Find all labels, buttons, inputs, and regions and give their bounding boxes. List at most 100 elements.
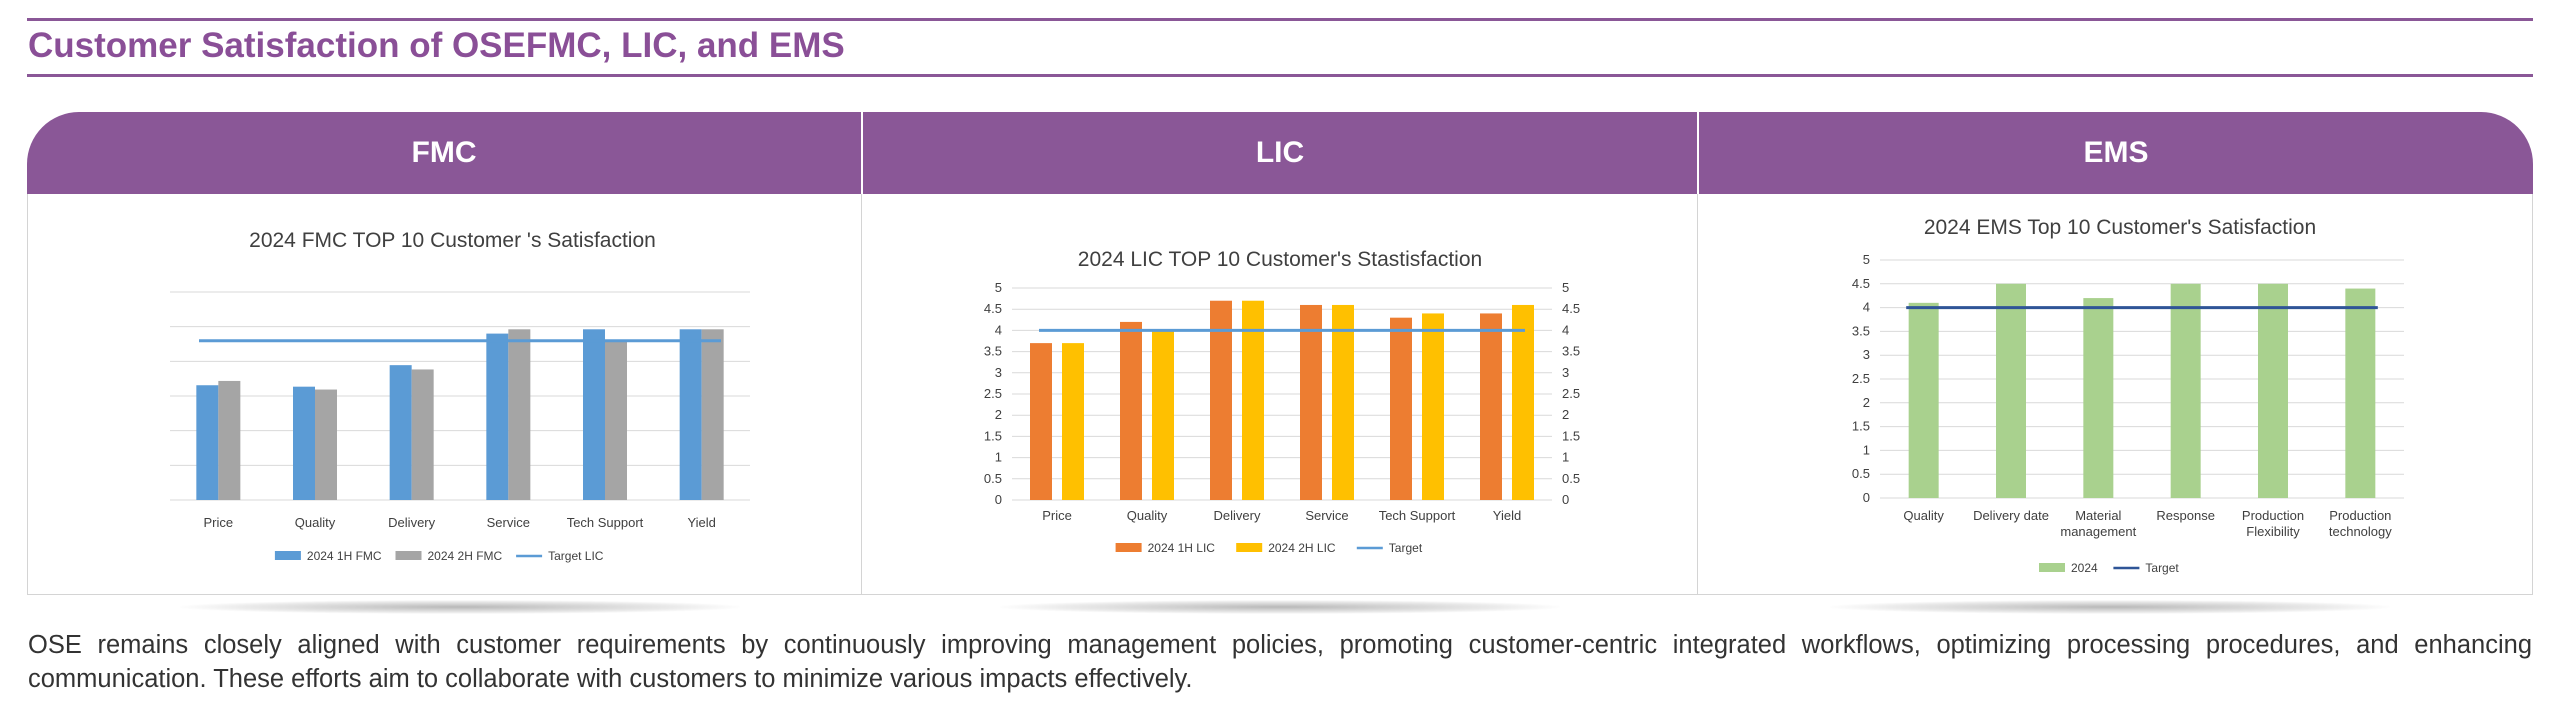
bar — [605, 340, 627, 500]
y-tick-label-right: 3.5 — [1562, 344, 1580, 359]
x-tick-label: Delivery — [1214, 508, 1261, 523]
x-tick-label: Price — [1042, 508, 1072, 523]
bar — [1030, 343, 1052, 500]
legend-label: Target — [2145, 561, 2179, 575]
y-tick-label: 3 — [1863, 347, 1870, 362]
x-tick-label: Production — [2329, 508, 2391, 523]
x-tick-label: Material — [2075, 508, 2121, 523]
y-tick-label-right: 1.5 — [1562, 428, 1580, 443]
x-tick-label: Service — [487, 515, 530, 530]
chart-title: 2024 FMC TOP 10 Customer 's Satisfaction — [249, 229, 656, 252]
y-tick-label-right: 2 — [1562, 407, 1569, 422]
bar — [486, 333, 509, 500]
bar — [1996, 283, 2026, 498]
legend-swatch — [2039, 563, 2065, 572]
x-tick-label: Flexibility — [2246, 524, 2300, 539]
legend-label: 2024 2H LIC — [1268, 541, 1336, 555]
header-fmc: FMC — [411, 136, 477, 169]
bar — [1242, 300, 1264, 500]
fmc-chart: 2024 FMC TOP 10 Customer 's Satisfaction… — [145, 212, 760, 587]
x-tick-label: Response — [2156, 508, 2215, 523]
bar — [2170, 283, 2201, 498]
chart-title: 2024 LIC TOP 10 Customer's Stastisfactio… — [1078, 248, 1482, 271]
y-tick-label-right: 0 — [1562, 492, 1569, 507]
y-tick-label: 1 — [1863, 442, 1870, 457]
bar — [701, 329, 724, 500]
y-tick-label: 3 — [995, 365, 1002, 380]
bar — [679, 329, 702, 500]
y-tick-label-right: 3 — [1562, 365, 1569, 380]
y-tick-label-right: 0.5 — [1562, 471, 1580, 486]
y-tick-label: 5 — [1863, 252, 1870, 267]
legend-swatch — [1115, 543, 1142, 552]
bar — [1512, 304, 1534, 500]
legend-label: 2024 1H LIC — [1148, 541, 1216, 555]
top-rule — [27, 18, 2533, 21]
y-tick-label: 3.5 — [984, 344, 1002, 359]
bar — [196, 385, 219, 500]
x-tick-label: Quality — [1127, 508, 1168, 523]
y-tick-label: 0 — [995, 492, 1002, 507]
bar — [2258, 283, 2288, 498]
y-tick-label: 1.5 — [1852, 419, 1870, 434]
x-tick-label: Yield — [687, 515, 715, 530]
header-divider — [861, 112, 863, 194]
bar — [1480, 313, 1502, 500]
bar — [411, 369, 434, 500]
bar — [389, 365, 412, 500]
chart-svg: 2024 LIC TOP 10 Customer's Stastisfactio… — [984, 248, 1580, 555]
x-tick-label: Production — [2242, 508, 2304, 523]
bar — [2083, 298, 2114, 498]
x-tick-label: Quality — [295, 515, 336, 530]
y-tick-label: 1.5 — [984, 428, 1002, 443]
y-tick-label: 2.5 — [1852, 371, 1870, 386]
y-tick-label: 2.5 — [984, 386, 1002, 401]
page-title: Customer Satisfaction of OSEFMC, LIC, an… — [28, 26, 845, 65]
y-tick-label: 0 — [1863, 490, 1870, 505]
header-divider — [1697, 112, 1699, 194]
y-tick-label: 4.5 — [984, 301, 1002, 316]
y-tick-label: 4 — [1863, 300, 1870, 315]
x-tick-label: Tech Support — [1379, 508, 1456, 523]
x-tick-label: management — [2060, 524, 2136, 539]
y-tick-label: 4 — [995, 322, 1002, 337]
x-tick-label: Delivery — [388, 515, 435, 530]
bar — [2345, 288, 2376, 498]
panel-shadow — [1830, 600, 2390, 614]
y-tick-label: 1 — [995, 450, 1002, 465]
bar — [1120, 321, 1142, 500]
bar — [315, 389, 337, 500]
y-tick-label-right: 1 — [1562, 450, 1569, 465]
y-tick-label-right: 4.5 — [1562, 301, 1580, 316]
y-tick-label: 2 — [1863, 395, 1870, 410]
legend-label: Target LIC — [548, 549, 604, 563]
legend-swatch — [1236, 543, 1263, 552]
legend-label: 2024 2H FMC — [428, 549, 503, 563]
x-tick-label: Quality — [1903, 508, 1944, 523]
bar — [1152, 330, 1174, 500]
bar — [1300, 304, 1322, 500]
header-ems: EMS — [2083, 136, 2149, 169]
x-tick-label: Price — [204, 515, 234, 530]
panel-header-bar — [27, 112, 2533, 194]
body-divider — [861, 194, 862, 594]
y-tick-label-right: 5 — [1562, 280, 1569, 295]
panel-shadow — [180, 600, 740, 614]
panel-shadow — [1000, 600, 1560, 614]
bar — [1908, 302, 1939, 498]
legend-label: Target — [1389, 541, 1423, 555]
bar — [1210, 300, 1232, 500]
x-tick-label: Service — [1305, 508, 1348, 523]
bar — [293, 386, 315, 500]
ems-chart: 2024 EMS Top 10 Customer's Satisfaction 0… — [1830, 210, 2410, 590]
y-tick-label: 5 — [995, 280, 1002, 295]
y-tick-label: 0.5 — [1852, 466, 1870, 481]
chart-title: 2024 EMS Top 10 Customer's Satisfaction — [1924, 216, 2316, 239]
header-lic: LIC — [1255, 136, 1305, 169]
y-tick-label-right: 2.5 — [1562, 386, 1580, 401]
lic-chart: 2024 LIC TOP 10 Customer's Stastisfactio… — [960, 238, 1600, 578]
bar — [508, 329, 531, 500]
y-tick-label: 2 — [995, 407, 1002, 422]
legend-label: 2024 — [2071, 561, 2098, 575]
title-underline — [27, 74, 2533, 77]
